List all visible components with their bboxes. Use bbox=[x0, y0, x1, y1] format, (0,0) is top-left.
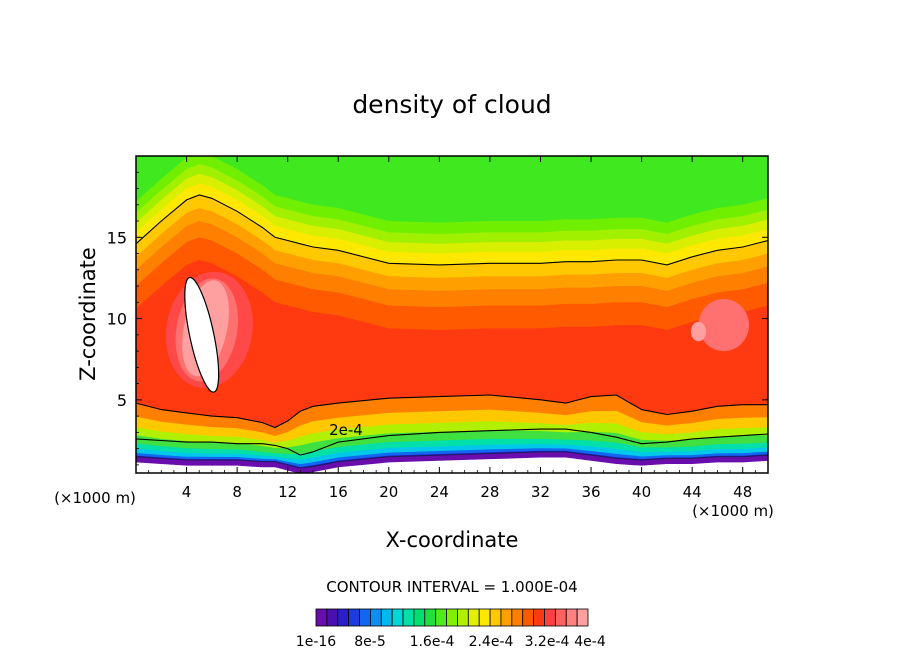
colorbar-swatch bbox=[402, 608, 415, 627]
core-right bbox=[698, 299, 750, 352]
colorbar-swatch bbox=[315, 608, 328, 627]
x-tick-label: 24 bbox=[430, 483, 449, 501]
colorbar-label: 1e-16 bbox=[296, 634, 336, 650]
colorbar-label: 8e-5 bbox=[354, 634, 385, 650]
contour-interval-text: CONTOUR INTERVAL = 1.000E-04 bbox=[326, 578, 577, 596]
x-axis-label: X-coordinate bbox=[386, 528, 519, 552]
colorbar-swatch bbox=[522, 608, 534, 627]
contour-line-2e-4 bbox=[136, 428, 768, 456]
colorbar-swatch bbox=[500, 608, 513, 627]
contour-annotation: 2e-4 bbox=[329, 421, 363, 439]
colorbar-swatch bbox=[380, 608, 393, 627]
core-hole bbox=[184, 276, 220, 393]
y-axis-label: Z-coordinate bbox=[76, 247, 100, 381]
colorbar-swatch bbox=[326, 608, 339, 627]
x-tick-label: 16 bbox=[329, 483, 348, 501]
colorbar-swatch bbox=[511, 608, 524, 627]
contour-bands bbox=[136, 156, 768, 473]
colorbar-swatch bbox=[337, 608, 350, 627]
x-tick-label: 44 bbox=[683, 483, 702, 501]
colorbar-swatch bbox=[489, 608, 502, 627]
colorbar-swatch bbox=[544, 608, 556, 627]
colorbar-swatch bbox=[565, 608, 578, 627]
x-axis-ticks: 4 8 12 16 20 24 28 32 36 40 44 48 bbox=[148, 156, 756, 501]
x-tick-label: 4 bbox=[182, 483, 192, 501]
chart-title: density of cloud bbox=[352, 90, 551, 119]
colorbar-swatch bbox=[554, 608, 567, 627]
colorbar-swatch bbox=[457, 608, 469, 627]
core-right-small bbox=[690, 321, 707, 342]
y-tick-label: 15 bbox=[107, 228, 127, 247]
x-tick-label: 32 bbox=[531, 483, 550, 501]
contour-line-base bbox=[136, 451, 768, 469]
colorbar-swatch bbox=[435, 608, 447, 627]
y-tick-label: 10 bbox=[107, 310, 127, 329]
x-tick-label: 48 bbox=[733, 483, 752, 501]
contour-lines bbox=[136, 194, 768, 469]
x-tick-label: 28 bbox=[480, 483, 499, 501]
x-tick-label: 20 bbox=[379, 483, 398, 501]
colorbar-swatch bbox=[467, 608, 480, 627]
colorbar-label: 4e-4 bbox=[574, 634, 606, 650]
contour-line-top bbox=[136, 194, 768, 266]
x-tick-label: 40 bbox=[632, 483, 651, 501]
x-tick-label: 36 bbox=[581, 483, 600, 501]
colorbar-label: 2.4e-4 bbox=[469, 634, 514, 650]
contour-line-mid bbox=[136, 394, 768, 429]
y-axis-ticks: 5 10 15 bbox=[107, 171, 768, 466]
colorbar-swatch bbox=[478, 608, 491, 627]
x-tick-label: 12 bbox=[278, 483, 297, 501]
colorbar-swatch bbox=[533, 608, 545, 627]
colorbar-labels: 1e-16 8e-5 1.6e-4 2.4e-4 3.2e-4 4e-4 bbox=[296, 634, 606, 650]
colorbar-swatch bbox=[413, 608, 426, 627]
x-tick-label: 8 bbox=[232, 483, 242, 501]
colorbar-swatch bbox=[369, 608, 382, 627]
x-unit-left: (×1000 m) bbox=[54, 489, 136, 507]
band-below-base bbox=[136, 457, 768, 473]
colorbar-swatch bbox=[359, 608, 371, 627]
colorbar-swatch bbox=[446, 608, 458, 627]
colorbar-label: 3.2e-4 bbox=[525, 634, 570, 650]
colorbar-swatch bbox=[424, 608, 437, 627]
colorbar-swatch bbox=[391, 608, 404, 627]
colorbar-swatch bbox=[348, 608, 360, 627]
colorbar-label: 1.6e-4 bbox=[410, 634, 455, 650]
colorbar bbox=[315, 608, 589, 627]
x-unit-right: (×1000 m) bbox=[692, 502, 774, 520]
contour-field bbox=[136, 156, 768, 473]
y-tick-label: 5 bbox=[117, 391, 127, 410]
colorbar-swatch bbox=[576, 608, 589, 627]
